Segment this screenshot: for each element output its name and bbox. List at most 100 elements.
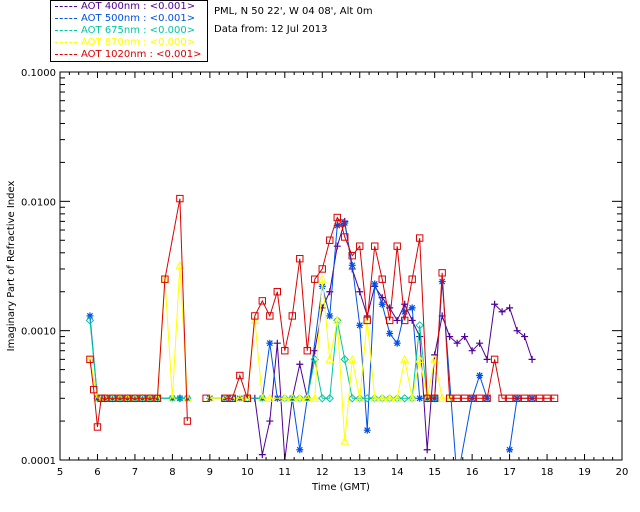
data-point bbox=[408, 316, 416, 324]
data-point bbox=[491, 300, 499, 308]
legend-swatch bbox=[55, 17, 77, 19]
data-point bbox=[520, 394, 529, 402]
data-point bbox=[483, 355, 491, 363]
series-line bbox=[209, 279, 450, 442]
data-point bbox=[183, 393, 192, 402]
data-point bbox=[468, 394, 476, 402]
data-point bbox=[326, 312, 334, 320]
data-point bbox=[513, 394, 521, 402]
legend-item: AOT 870nm : <0.000> bbox=[55, 37, 195, 49]
data-point bbox=[416, 394, 424, 402]
data-point bbox=[93, 423, 102, 431]
data-point bbox=[337, 219, 345, 227]
data-point bbox=[415, 321, 424, 330]
x-tick-label: 11 bbox=[278, 467, 291, 478]
data-point bbox=[228, 394, 237, 402]
data-point bbox=[371, 242, 379, 250]
data-point bbox=[453, 394, 461, 402]
data-point bbox=[430, 394, 439, 402]
data-point bbox=[355, 393, 365, 402]
data-point bbox=[416, 333, 424, 341]
data-point bbox=[453, 339, 461, 347]
data-point bbox=[146, 394, 154, 402]
data-point bbox=[273, 288, 282, 296]
data-point bbox=[302, 393, 312, 402]
data-point bbox=[521, 333, 529, 341]
series-2 bbox=[85, 316, 439, 403]
data-point bbox=[461, 333, 469, 341]
data-point bbox=[273, 339, 281, 347]
data-point bbox=[131, 394, 139, 402]
data-point bbox=[400, 394, 409, 403]
legend-item: AOT 500nm : <0.001> bbox=[55, 13, 195, 25]
data-point bbox=[437, 393, 447, 402]
data-point bbox=[295, 393, 305, 402]
data-point bbox=[258, 297, 267, 305]
legend-swatch bbox=[55, 29, 77, 31]
data-point bbox=[505, 394, 514, 402]
data-point bbox=[513, 327, 521, 335]
data-point bbox=[340, 355, 349, 364]
x-tick-label: 10 bbox=[241, 467, 254, 478]
legend: AOT 400nm : <0.001> AOT 500nm : <0.001> AO… bbox=[50, 0, 208, 62]
data-point bbox=[93, 393, 102, 402]
data-point bbox=[363, 426, 371, 434]
data-point bbox=[454, 477, 461, 484]
data-point bbox=[153, 394, 162, 402]
data-point bbox=[408, 275, 416, 283]
data-point bbox=[326, 236, 334, 244]
legend-label: AOT 400nm : <0.001> bbox=[81, 1, 196, 12]
data-point bbox=[325, 354, 335, 363]
x-tick-label: 13 bbox=[353, 467, 366, 478]
data-point bbox=[97, 394, 105, 402]
data-point bbox=[498, 394, 506, 402]
legend-item: AOT 1020nm : <0.001> bbox=[55, 49, 201, 61]
data-point bbox=[266, 339, 274, 347]
data-point bbox=[483, 394, 491, 402]
x-tick-label: 9 bbox=[207, 467, 213, 478]
x-tick-label: 17 bbox=[503, 467, 516, 478]
data-point bbox=[377, 393, 387, 402]
y-tick-label: 0.0010 bbox=[21, 327, 56, 338]
y-axis-label: Imaginary Part of Refractive Index bbox=[6, 181, 17, 352]
data-point bbox=[236, 371, 244, 380]
data-point bbox=[393, 316, 401, 324]
x-tick-label: 7 bbox=[132, 467, 138, 478]
data-point bbox=[341, 233, 349, 241]
data-point bbox=[348, 261, 356, 269]
legend-swatch bbox=[55, 41, 77, 43]
data-point bbox=[123, 394, 132, 402]
data-point bbox=[378, 275, 386, 283]
x-tick-label: 8 bbox=[169, 467, 175, 478]
data-point bbox=[347, 354, 357, 363]
data-point bbox=[535, 394, 544, 402]
legend-item: AOT 675nm : <0.000> bbox=[55, 25, 195, 37]
data-point bbox=[221, 394, 229, 402]
data-point bbox=[401, 308, 409, 316]
data-point bbox=[528, 394, 536, 402]
data-point bbox=[356, 288, 364, 296]
data-point bbox=[423, 446, 431, 454]
x-tick-label: 16 bbox=[466, 467, 479, 478]
series-0 bbox=[251, 217, 536, 460]
data-point bbox=[393, 242, 401, 250]
data-point bbox=[303, 347, 311, 355]
series-line bbox=[89, 198, 188, 428]
data-point bbox=[468, 347, 476, 355]
data-point bbox=[408, 304, 416, 312]
data-point bbox=[333, 222, 341, 230]
data-point bbox=[438, 269, 446, 277]
data-point bbox=[333, 213, 341, 222]
data-point bbox=[430, 354, 440, 363]
data-point bbox=[490, 355, 499, 364]
data-point bbox=[243, 394, 252, 402]
date-info: Data from: 12 Jul 2013 bbox=[214, 24, 328, 35]
x-tick-label: 14 bbox=[391, 467, 404, 478]
x-tick-label: 18 bbox=[541, 467, 554, 478]
series-line bbox=[89, 265, 188, 399]
data-point bbox=[476, 372, 484, 380]
y-tick-label: 0.0100 bbox=[21, 197, 56, 208]
data-point bbox=[356, 242, 364, 250]
series-line bbox=[509, 397, 533, 450]
data-point bbox=[543, 394, 551, 402]
